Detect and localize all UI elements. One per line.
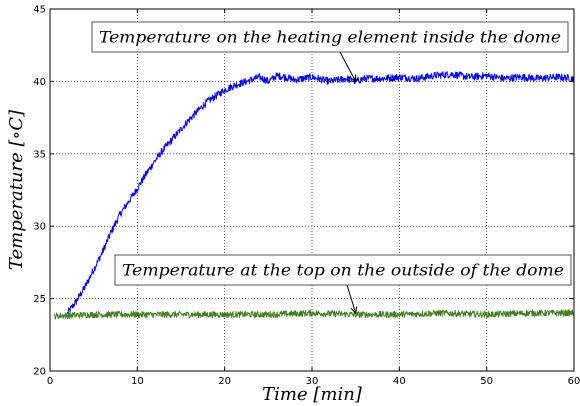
x-tick-label: 10 xyxy=(131,376,144,387)
annotation-box xyxy=(91,21,569,53)
x-tick-label: 50 xyxy=(480,376,493,387)
axis-ticks: 0 10 20 30 40 50 60 20 25 30 35 40 45 xyxy=(33,5,580,388)
y-tick-label: 35 xyxy=(33,149,46,160)
annotation-arrow xyxy=(339,51,357,82)
annotation-heating-element: Temperature on the heating element insid… xyxy=(91,21,569,83)
annotation-box xyxy=(114,254,572,286)
x-tick-label: 60 xyxy=(568,376,580,387)
y-tick-label: 20 xyxy=(33,367,46,378)
y-tick-label: 30 xyxy=(33,222,46,233)
annotation-text: Temperature on the heating element insid… xyxy=(99,28,561,47)
annotation-arrow xyxy=(346,284,357,314)
y-axis-label: Temperature [∘C] xyxy=(6,109,27,270)
annotation-arrowhead xyxy=(349,74,357,83)
series-line-1 xyxy=(66,71,575,315)
x-tick-label: 0 xyxy=(47,376,53,387)
series-line-2 xyxy=(53,309,575,320)
x-axis-label: Time [min] xyxy=(262,384,363,405)
annotation-arrowhead xyxy=(350,306,358,315)
annotation-outside-dome: Temperature at the top on the outside of… xyxy=(114,254,572,315)
grid xyxy=(50,9,574,371)
y-tick-label: 40 xyxy=(33,77,46,88)
x-tick-label: 40 xyxy=(393,376,406,387)
y-tick-label: 25 xyxy=(33,294,46,305)
series-layer xyxy=(53,71,575,320)
x-tick-label: 30 xyxy=(306,376,319,387)
x-tick-label: 20 xyxy=(218,376,231,387)
annotation-text: Temperature at the top on the outside of… xyxy=(122,261,564,280)
y-tick-label: 45 xyxy=(33,5,46,16)
